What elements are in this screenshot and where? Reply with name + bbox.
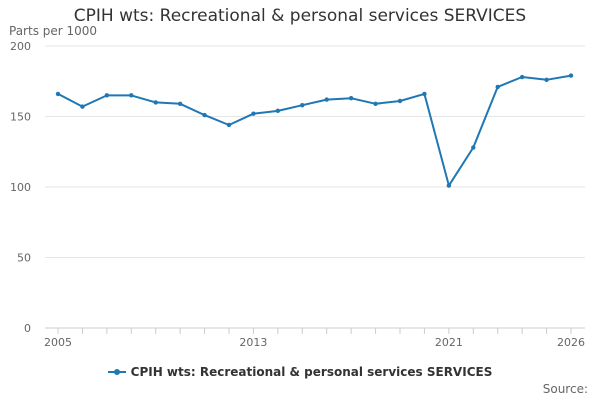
y-tick-label-100: 100 bbox=[10, 181, 31, 194]
source-label: Source: bbox=[542, 382, 588, 396]
legend-label: CPIH wts: Recreational & personal servic… bbox=[130, 365, 493, 379]
y-tick-label-200: 200 bbox=[10, 40, 31, 53]
data-point-2026 bbox=[568, 73, 574, 78]
data-point-2020 bbox=[422, 91, 427, 97]
data-point-2007 bbox=[104, 93, 110, 98]
tick-labels: 0 50 100 150 200 2005 2013 2021 2026 bbox=[10, 40, 585, 349]
data-point-2013 bbox=[251, 111, 256, 116]
data-point-2012 bbox=[226, 122, 232, 128]
data-point-2019 bbox=[397, 98, 403, 104]
data-point-2022 bbox=[471, 145, 476, 150]
x-tick-label-2021: 2021 bbox=[435, 336, 463, 349]
x-axis bbox=[45, 327, 585, 334]
data-point-2018 bbox=[373, 101, 378, 107]
legend[interactable]: CPIH wts: Recreational & personal servic… bbox=[0, 365, 600, 379]
data-point-2010 bbox=[177, 101, 183, 107]
data-point-2021 bbox=[446, 183, 452, 188]
data-point-2009 bbox=[153, 100, 158, 105]
chart-title: CPIH wts: Recreational & personal servic… bbox=[73, 6, 527, 26]
data-point-2017 bbox=[348, 95, 354, 101]
data-point-2008 bbox=[129, 93, 134, 98]
data-point-2025 bbox=[544, 77, 549, 83]
x-tick-label-2026: 2026 bbox=[557, 336, 585, 349]
data-point-2006 bbox=[80, 104, 85, 109]
series-layer bbox=[55, 73, 574, 188]
series-line-0 bbox=[57, 74, 572, 187]
data-point-2024 bbox=[519, 74, 525, 80]
y-tick-label-50: 50 bbox=[17, 252, 31, 265]
y-tick-label-150: 150 bbox=[10, 111, 31, 124]
x-tick-label-2013: 2013 bbox=[239, 336, 267, 349]
data-point-2016 bbox=[324, 97, 329, 102]
data-point-2015 bbox=[300, 103, 305, 108]
y-tick-label-0: 0 bbox=[24, 322, 31, 335]
grid-lines bbox=[45, 45, 585, 258]
data-point-2011 bbox=[202, 112, 207, 118]
x-tick-label-2005: 2005 bbox=[44, 336, 72, 349]
data-point-2023 bbox=[495, 84, 500, 90]
y-axis-label: Parts per 1000 bbox=[9, 24, 98, 38]
data-point-2005 bbox=[55, 91, 61, 97]
legend-swatch bbox=[107, 368, 126, 375]
data-point-2014 bbox=[275, 108, 281, 114]
